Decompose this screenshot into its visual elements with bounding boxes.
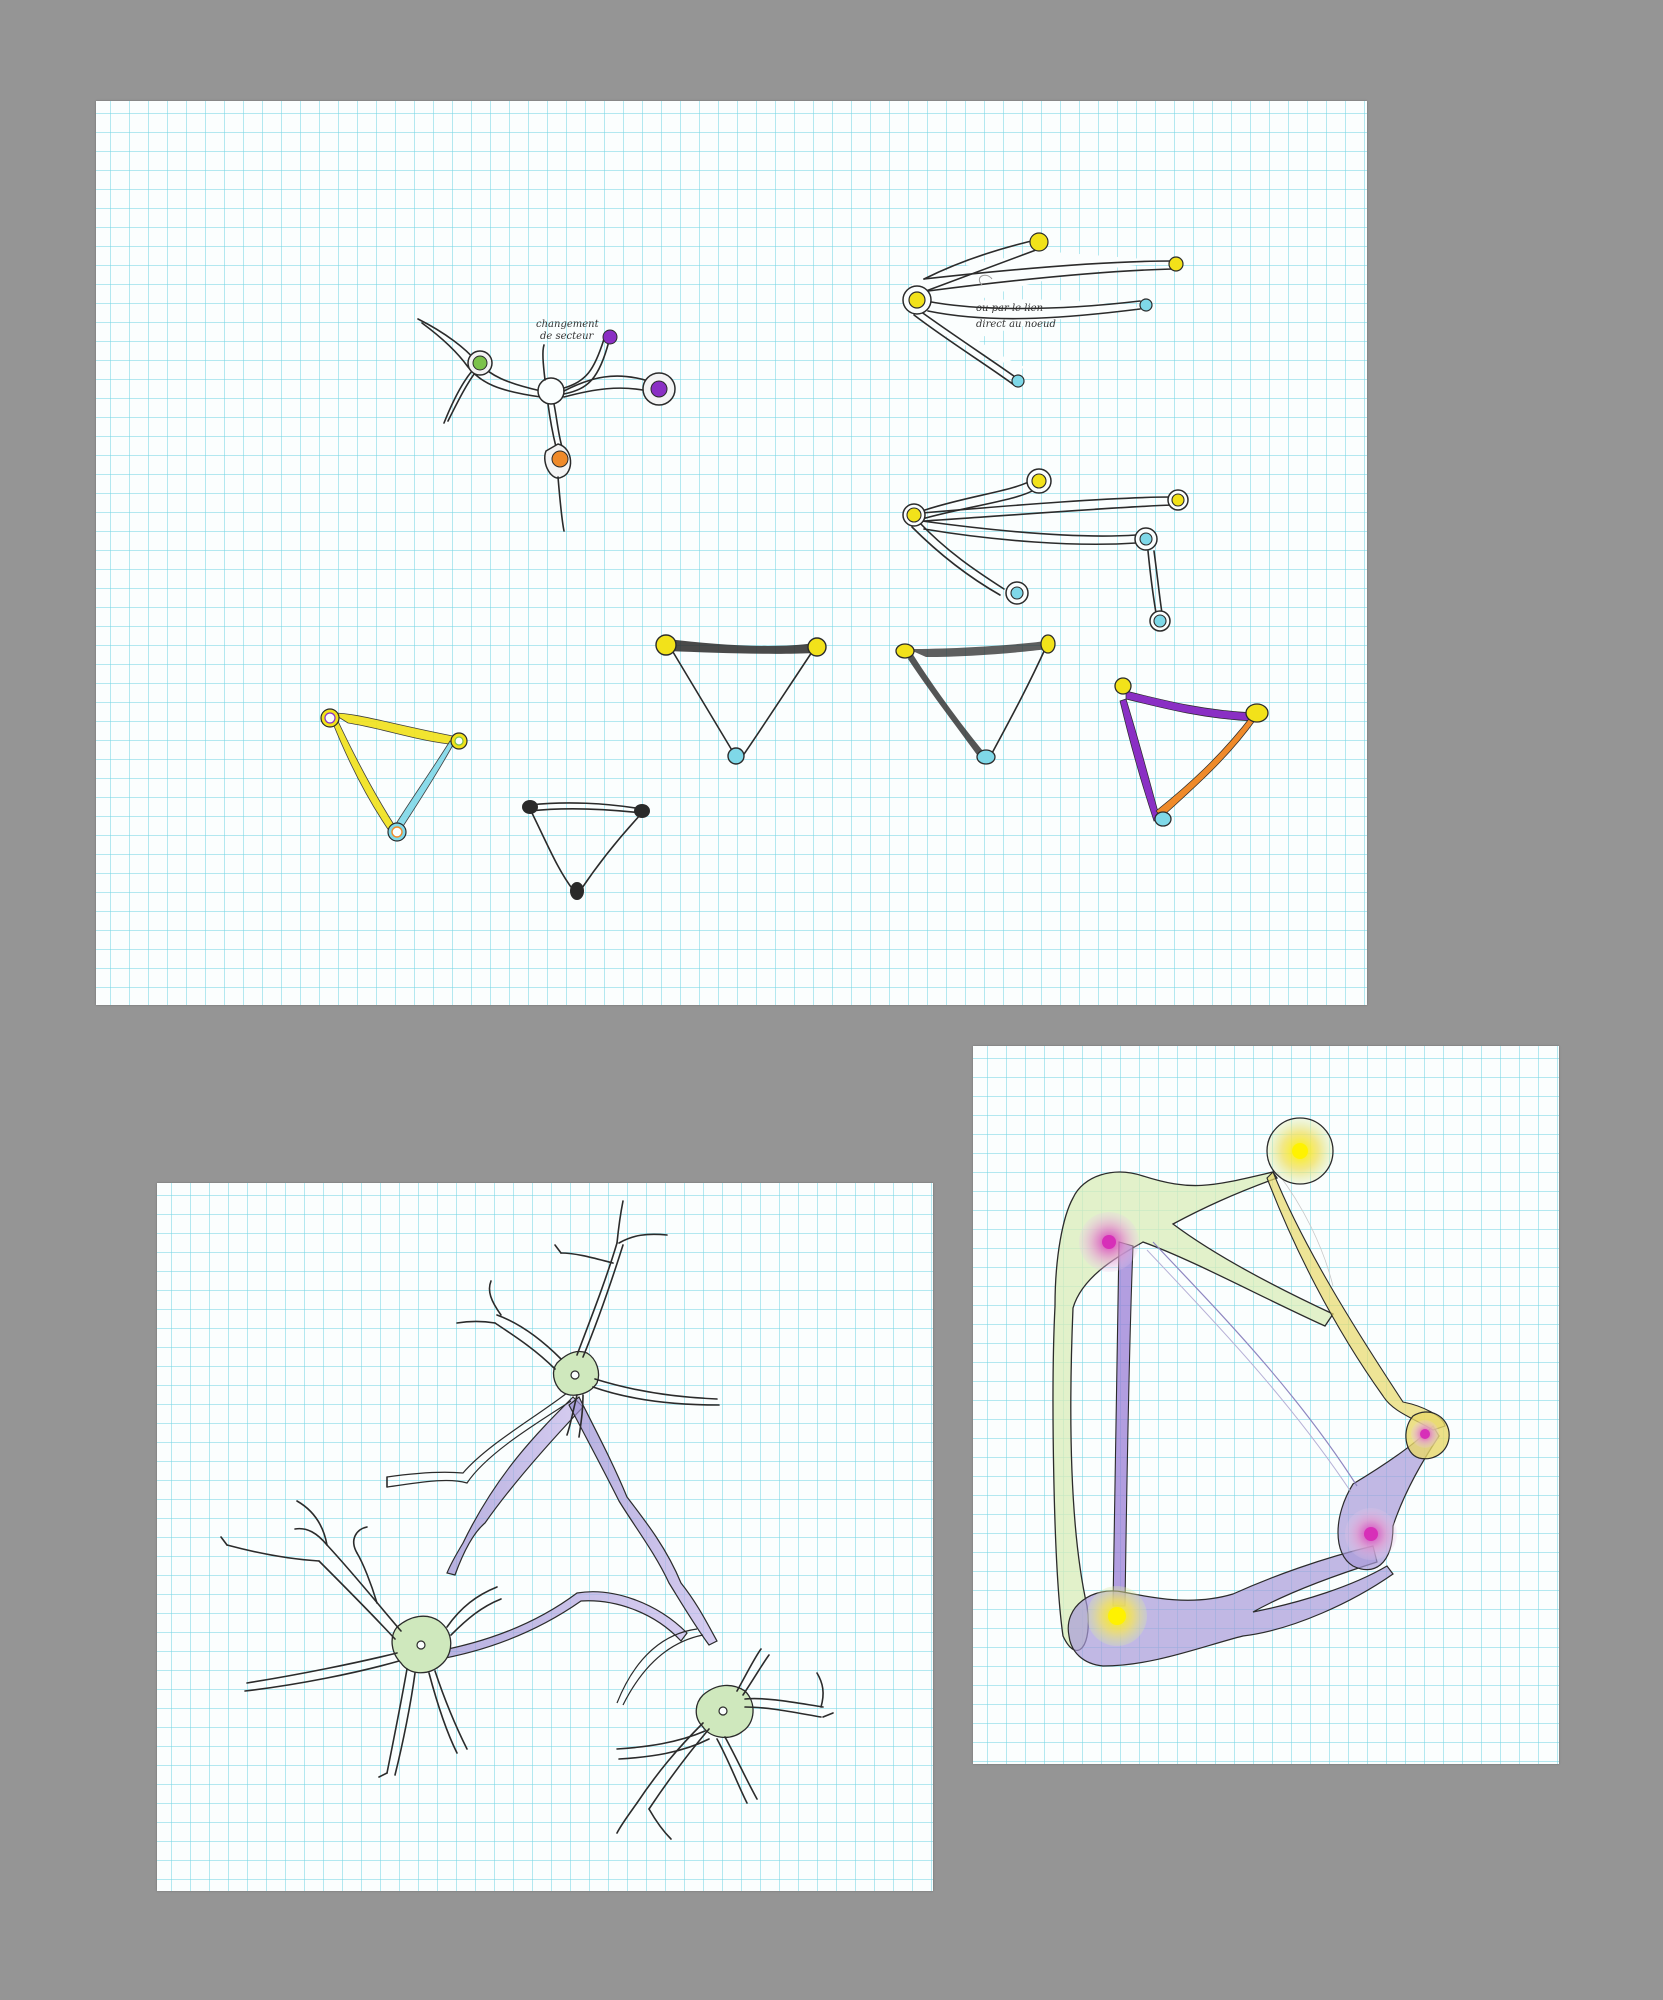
node-black (634, 804, 650, 818)
node-yellow (1114, 677, 1132, 695)
neuron-top (456, 1200, 720, 1438)
node-yellow (895, 643, 915, 659)
sketch-sheet-top: changement de secteur ou par le lien dir… (96, 101, 1367, 1005)
direct-link-sketch: ou par le lien direct au noeud (902, 232, 1184, 388)
node-cyan (727, 747, 745, 765)
annotation-note-2-line-1: ou par le lien (976, 303, 1043, 314)
node-cyan (1154, 811, 1172, 827)
star-node-sketch: changement de secteur (417, 318, 676, 532)
node-magenta-core (1420, 1429, 1430, 1439)
neuron-nucleus (718, 1706, 728, 1716)
node-yellow-core (1292, 1143, 1308, 1159)
node-source (906, 507, 922, 523)
node-cyan (1011, 374, 1025, 388)
node-source (908, 291, 926, 309)
node-cyan (1139, 532, 1153, 546)
node-yellow (1171, 493, 1185, 507)
neuron-nucleus (570, 1370, 580, 1380)
neuron-links (386, 1392, 718, 1706)
node-yellow (1040, 634, 1056, 654)
node-yellow-core (1108, 1607, 1126, 1625)
neuron-nucleus (416, 1640, 426, 1650)
membrane-bottom (1067, 1545, 1394, 1667)
multi-branch-sketch (902, 468, 1189, 632)
node-yellow (1029, 232, 1049, 252)
node-black (522, 800, 538, 814)
node-magenta-core (1364, 1527, 1378, 1541)
node-yellow (655, 634, 677, 656)
annotation-note-1-line-2: de secteur (540, 331, 595, 342)
sketches-top: changement de secteur ou par le lien dir… (320, 232, 1269, 900)
triangle-black (522, 800, 650, 900)
node-cyan (976, 749, 996, 765)
node-cyan (1139, 298, 1153, 312)
neuron-left (220, 1500, 502, 1778)
node-purple (650, 380, 668, 398)
node-yellow (1031, 473, 1047, 489)
sketch-sheet-neurons (157, 1183, 933, 1891)
triangle-outline-2 (895, 634, 1056, 765)
node-yellow (1245, 703, 1269, 723)
node-green (472, 355, 488, 371)
annotation-note-2-line-2: direct au noeud (976, 319, 1056, 330)
soft-network-sketch (1052, 1117, 1450, 1667)
triangle-yellow-cyan (320, 708, 468, 842)
triangle-outline-1 (655, 634, 827, 765)
node-yellow (1168, 256, 1184, 272)
neuron-right (616, 1648, 834, 1840)
node-cyan (1153, 614, 1167, 628)
neuron-network-sketch (220, 1200, 834, 1840)
node-purple-small (602, 329, 618, 345)
link-vertical (1112, 1241, 1134, 1607)
node-black (570, 882, 584, 900)
node-orange (551, 450, 569, 468)
node-cyan (1010, 586, 1024, 600)
node-magenta-core (1102, 1235, 1116, 1249)
triangle-purple-orange (1114, 677, 1269, 827)
sketch-sheet-soft-network (973, 1046, 1559, 1764)
node-yellow (807, 637, 827, 657)
central-node (537, 377, 565, 405)
annotation-note-1-line-1: changement (536, 319, 600, 330)
